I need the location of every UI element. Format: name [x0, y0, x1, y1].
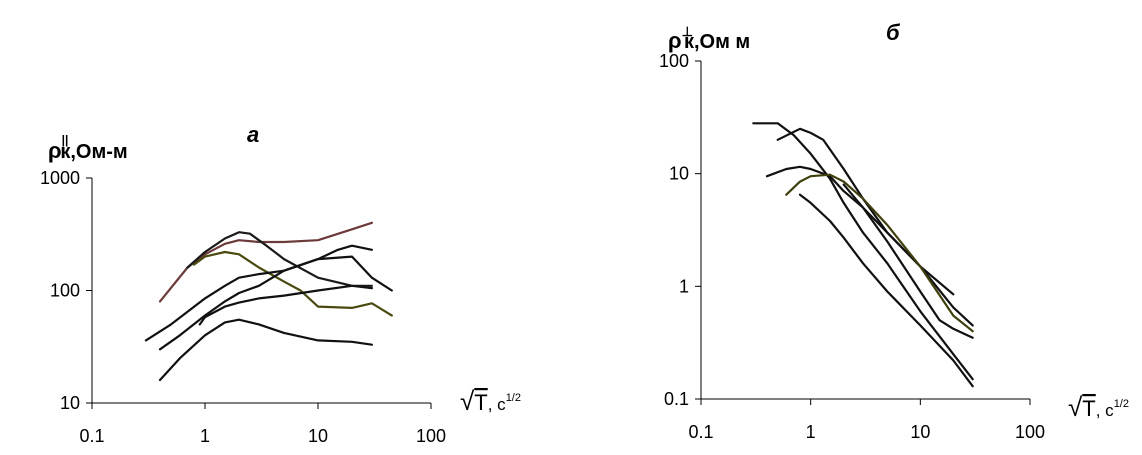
panel-b-xlabel-units: , с [1096, 401, 1114, 420]
panel-b-series-line-6 [842, 183, 974, 339]
panel-a-y-tick-label: 100 [50, 281, 80, 301]
panel-b-x-tick-label: 10 [910, 422, 930, 442]
panel-b-y-tick-label: 10 [669, 164, 689, 184]
panel-b-x-tick-label: 100 [1015, 422, 1045, 442]
panel-a-x-tick-label: 1 [200, 426, 210, 446]
panel-b-series-line-2 [776, 127, 974, 327]
panel-a-series-line-4 [144, 244, 373, 342]
panel-b-series-line-1 [752, 122, 974, 381]
panel-a-ylabel-units: ,Ом-м [70, 141, 127, 163]
panel-b-ylabel-units: ,Ом м [694, 31, 750, 53]
panel-a-xlabel-radicand: T [474, 390, 487, 415]
panel-b-axes: 0.1 1 10 100 0.1 1 10 100 [659, 51, 1045, 442]
panel-a-series [144, 221, 393, 382]
panel-a-ylabel-symbol: ρ [48, 138, 62, 163]
panel-a-series-line-5 [158, 255, 393, 351]
panel-a-xlabel-radical: √ [460, 386, 475, 416]
panel-a-series-line-1 [158, 221, 373, 303]
panel-a-axes: 0.1 1 10 100 10 100 1000 [40, 168, 446, 446]
panel-b-letter: б [886, 20, 901, 45]
panel-a-series-line-3 [192, 250, 393, 317]
panel-b-series [752, 122, 974, 388]
panel-b-xlabel-units-exponent: 1/2 [1114, 398, 1129, 410]
panel-a-y-tick-label: 10 [60, 393, 80, 413]
panel-b-y-tick-label: 0.1 [664, 389, 689, 409]
panel-b-xlabel-radicand: T [1082, 396, 1095, 421]
panel-a-x-tick-label: 0.1 [79, 426, 104, 446]
panel-a-ylabel-subscript: к [60, 141, 71, 163]
panel-a-x-tick-label: 10 [308, 426, 328, 446]
panel-b-series-line-4 [785, 173, 974, 333]
panel-a-xlabel-units: , с [488, 395, 506, 414]
panel-b-xlabel-radical: √ [1068, 392, 1083, 422]
panel-b-xlabel: √T, с1/2 [1068, 392, 1129, 422]
panel-a-ylabel-superscript: || [62, 133, 69, 147]
panel-b-ylabel-superscript: ⊥ [682, 24, 693, 39]
panel-a-series-line-2 [186, 231, 373, 287]
panel-b-x-tick-label: 0.1 [688, 422, 713, 442]
panel-a-y-tick-label: 1000 [40, 168, 80, 188]
panel-a-series-line-6 [198, 284, 373, 326]
panel-b-series-line-3 [765, 165, 955, 296]
panel-b-ylabel-symbol: ρ [668, 28, 682, 53]
chart-panel-a: ρ|| к,Ом-м а 0.1 1 10 100 10 100 1000 √T, с1/2 [40, 122, 521, 446]
chart-panel-b: ρ⊥к,Ом м б 0.1 1 10 100 0.1 1 10 100 √T, с1/2 [659, 20, 1129, 442]
panel-b-series-line-5 [798, 193, 974, 388]
panel-a-x-tick-label: 100 [416, 426, 446, 446]
panel-a-letter: а [247, 122, 259, 147]
panel-b-ylabel-subscript: к [684, 31, 695, 53]
panel-b-y-tick-label: 1 [679, 276, 689, 296]
panel-a-xlabel-units-exponent: 1/2 [506, 392, 521, 404]
panel-b-ylabel: ρ⊥к,Ом м [668, 24, 750, 53]
panel-b-x-tick-label: 1 [806, 422, 816, 442]
panel-b-y-tick-label: 100 [659, 51, 689, 71]
panel-a-ylabel: ρ|| к,Ом-м [48, 133, 128, 163]
panel-a-series-line-7 [158, 318, 373, 382]
panel-a-xlabel: √T, с1/2 [460, 386, 521, 416]
